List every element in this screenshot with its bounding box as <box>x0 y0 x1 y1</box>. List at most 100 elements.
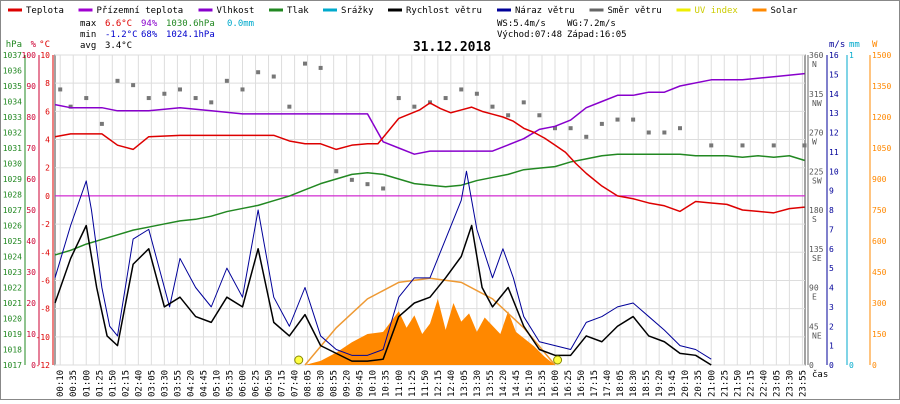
stat-sunset: Západ:16:05 <box>567 30 627 40</box>
temperature-tick-label: 0 <box>45 192 50 201</box>
temperature-tick-label: -6 <box>40 276 50 285</box>
direction-name-label: S <box>812 215 817 224</box>
humidity-tick-label: 70 <box>26 144 36 153</box>
solar-tick-label: 900 <box>872 175 887 184</box>
x-tick-label: 12:15 <box>434 370 444 397</box>
temperature-tick-label: 2 <box>45 164 50 173</box>
direction-tick-label: 360 <box>809 51 824 60</box>
rain-tick-label: 1 <box>849 51 854 60</box>
wind-direction-point <box>68 104 73 109</box>
sunrise-marker <box>294 355 304 365</box>
wind-direction-point <box>271 74 276 79</box>
x-tick-label: 08:55 <box>330 370 340 397</box>
wind-tick-label: 14 <box>829 90 839 99</box>
x-tick-label: 14:20 <box>499 370 509 397</box>
humidity-tick-label: 10 <box>26 330 36 339</box>
direction-tick-label: 90 <box>809 284 819 293</box>
wind-direction-point <box>646 130 651 135</box>
legend-label: Solar <box>771 6 799 16</box>
humidity-tick-label: 20 <box>26 299 36 308</box>
pressure-tick-label: 1022 <box>3 284 22 293</box>
wind-direction-point <box>631 117 636 122</box>
direction-tick-label: 0 <box>809 361 814 370</box>
wind-direction-point <box>553 126 557 131</box>
wind-tick-label: 12 <box>829 129 839 138</box>
direction-tick-label: 180 <box>809 206 824 215</box>
wind-direction-point <box>224 78 229 83</box>
wind-direction-point <box>615 117 620 122</box>
stat-rain: 0.0mm <box>227 19 254 29</box>
x-tick-label: 13:05 <box>460 370 470 397</box>
x-tick-label: 13:55 <box>486 370 496 397</box>
solar-tick-label: 1050 <box>872 144 891 153</box>
x-tick-label: 02:40 <box>134 370 144 397</box>
wind-tick-label: 8 <box>829 206 834 215</box>
direction-name-label: N <box>812 60 817 69</box>
x-tick-label: 21:00 <box>707 370 717 397</box>
direction-tick-label: 315 <box>809 90 824 99</box>
x-tick-label: 05:10 <box>212 370 222 397</box>
series-humidity-line <box>54 72 805 155</box>
wind-direction-point <box>521 100 526 105</box>
x-tick-label: 17:40 <box>603 370 613 397</box>
wind-tick-label: 16 <box>829 51 839 60</box>
stat-max-temp: 6.6°C <box>105 19 132 29</box>
legend-label: Tlak <box>287 6 309 16</box>
stat-ws: WS:5.4m/s <box>497 19 546 29</box>
pressure-tick-label: 1030 <box>3 160 22 169</box>
wind-tick-label: 5 <box>829 264 834 273</box>
stat-avg-label: avg <box>80 41 96 51</box>
direction-name-label: SE <box>812 254 822 263</box>
wind-unit: m/s <box>829 40 845 50</box>
stat-avg-temp: 3.4°C <box>105 41 132 51</box>
wind-direction-point <box>771 143 776 148</box>
x-tick-label: 10:10 <box>369 370 379 397</box>
pressure-tick-label: 1034 <box>3 98 22 107</box>
x-tick-label: 12:40 <box>447 370 457 397</box>
legend-label: Přízemní teplota <box>97 6 184 16</box>
pressure-tick-label: 1026 <box>3 222 22 231</box>
wind-tick-label: 13 <box>829 109 839 118</box>
solar-tick-label: 1500 <box>872 51 891 60</box>
temperature-tick-label: 4 <box>45 136 50 145</box>
pressure-tick-label: 1020 <box>3 315 22 324</box>
legend-label: Směr větru <box>608 6 662 16</box>
series-temperature-line <box>54 102 805 214</box>
x-tick-label: 22:40 <box>759 370 769 397</box>
x-tick-label: 02:15 <box>121 370 131 397</box>
wind-tick-label: 11 <box>829 148 839 157</box>
wind-direction-point <box>209 100 214 105</box>
x-tick-label: 18:05 <box>616 370 626 397</box>
wind-direction-point <box>287 104 292 109</box>
plot-area <box>54 54 806 366</box>
legend-label: Rychlost větru <box>406 6 482 16</box>
x-tick-label: 21:25 <box>720 370 730 397</box>
humidity-tick-label: 50 <box>26 206 36 215</box>
x-tick-label: 01:25 <box>95 370 105 397</box>
x-tick-label: 19:45 <box>668 370 678 397</box>
pressure-tick-label: 1017 <box>3 361 22 370</box>
wind-direction-point <box>443 96 448 101</box>
pressure-tick-label: 1024 <box>3 253 22 262</box>
solar-tick-label: 0 <box>872 361 877 370</box>
pressure-tick-label: 1031 <box>3 144 22 153</box>
pressure-tick-label: 1035 <box>3 82 22 91</box>
wind-tick-label: 0 <box>829 361 834 370</box>
humidity-tick-label: 0 <box>31 361 36 370</box>
pressure-tick-label: 1027 <box>3 206 22 215</box>
x-tick-label: 00:35 <box>69 370 79 397</box>
direction-tick-label: 135 <box>809 245 824 254</box>
stat-max-press: 1030.6hPa <box>166 19 215 29</box>
temperature-tick-label: 8 <box>45 79 50 88</box>
x-tick-label: 00:10 <box>56 370 66 397</box>
x-axis-label: čas <box>812 369 828 380</box>
wind-direction-point <box>412 104 417 109</box>
x-tick-label: 18:55 <box>642 370 652 397</box>
x-tick-label: 08:30 <box>317 370 327 397</box>
legend: Teplota Přízemní teplota Vlhkost Tlak Srážky… <box>8 6 798 16</box>
pressure-tick-label: 1037 <box>3 51 22 60</box>
pressure-unit: hPa <box>6 40 22 50</box>
wind-direction-point <box>349 177 354 182</box>
wind-tick-label: 2 <box>829 322 834 331</box>
x-tick-label: 01:50 <box>108 370 118 397</box>
